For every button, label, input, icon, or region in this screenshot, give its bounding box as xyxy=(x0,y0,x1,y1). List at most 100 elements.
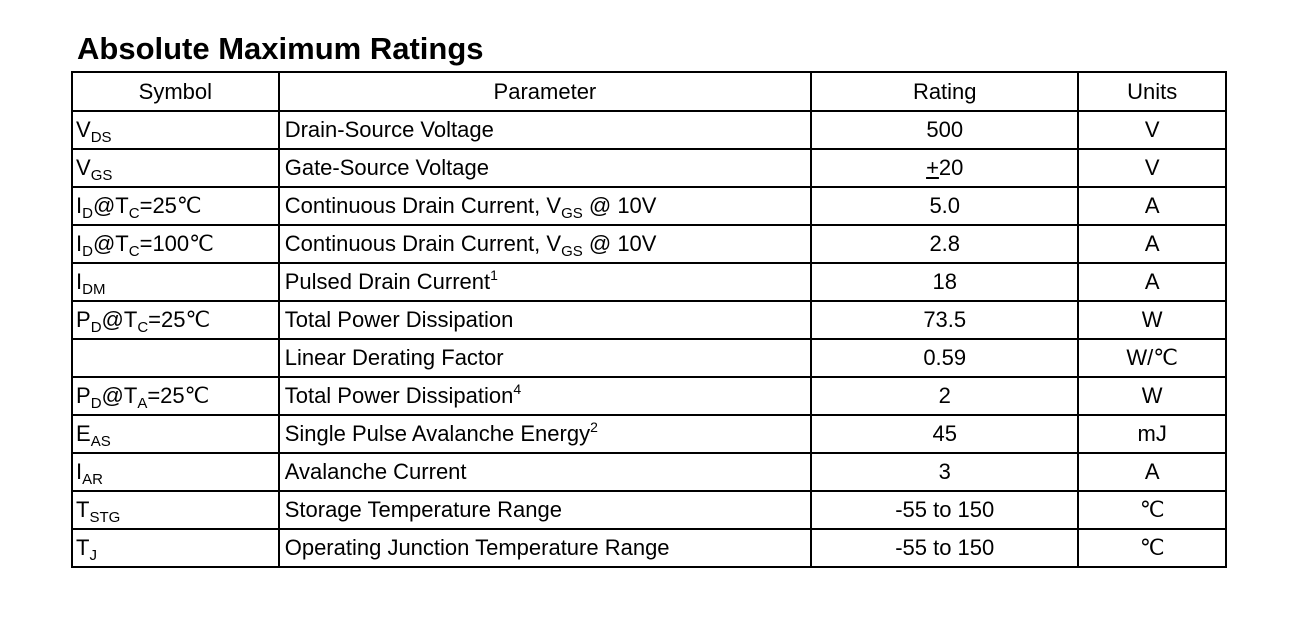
table-row: IAR Avalanche Current 3 A xyxy=(71,452,1227,492)
subscript: STG xyxy=(89,509,121,526)
cell-text: ℃ xyxy=(1139,535,1165,560)
table-row: PD@TA=25℃ Total Power Dissipation4 2 W xyxy=(71,376,1227,416)
cell-text: Continuous Drain Current, V xyxy=(284,193,562,218)
cell-text: A xyxy=(1144,193,1160,218)
subscript: C xyxy=(137,319,149,336)
ratings-table: Symbol Parameter Rating Units VDS Drain-Sour… xyxy=(71,71,1227,568)
cell-text: E xyxy=(76,421,91,446)
cell-text: -55 to 150 xyxy=(895,497,995,522)
cell-text: V xyxy=(1144,155,1160,180)
table-cell: W xyxy=(1077,300,1227,340)
table-row: IDM Pulsed Drain Current1 18 A xyxy=(71,262,1227,302)
table-cell: Linear Derating Factor xyxy=(277,338,813,378)
table-cell: Avalanche Current xyxy=(277,452,813,492)
table-cell: Single Pulse Avalanche Energy2 xyxy=(277,414,813,454)
table-cell: +20 xyxy=(810,148,1080,188)
table-cell: VGS xyxy=(71,148,280,188)
table-cell: Continuous Drain Current, VGS @ 10V xyxy=(277,186,813,226)
cell-text: Gate-Source Voltage xyxy=(284,155,489,180)
table-cell: Total Power Dissipation4 xyxy=(277,376,813,416)
column-header: Symbol xyxy=(71,71,280,112)
table-cell: IAR xyxy=(71,452,280,492)
column-header: Parameter xyxy=(277,71,813,112)
superscript: 4 xyxy=(513,381,522,397)
cell-text: 2 xyxy=(938,383,951,408)
cell-text: =25℃ xyxy=(148,307,211,332)
cell-text: Linear Derating Factor xyxy=(284,345,504,370)
table-cell: Pulsed Drain Current1 xyxy=(277,262,813,302)
cell-text: 73.5 xyxy=(923,307,967,332)
cell-text: V xyxy=(76,117,91,142)
cell-text: 18 xyxy=(932,269,957,294)
superscript: 1 xyxy=(490,267,498,283)
cell-text: Operating Junction Temperature Range xyxy=(284,535,670,560)
subscript: A xyxy=(137,395,148,412)
table-row: ID@TC=100℃ Continuous Drain Current, VGS … xyxy=(71,224,1227,264)
cell-text: I xyxy=(76,231,83,256)
table-cell: A xyxy=(1077,224,1227,264)
subscript: AS xyxy=(90,433,111,450)
table-cell: PD@TA=25℃ xyxy=(71,376,280,416)
table-cell: 73.5 xyxy=(810,300,1080,340)
cell-text: Avalanche Current xyxy=(284,459,467,484)
cell-text: @ 10V xyxy=(582,231,657,256)
table-cell: -55 to 150 xyxy=(810,528,1080,568)
table-row: EAS Single Pulse Avalanche Energy2 45 mJ xyxy=(71,414,1227,454)
table-cell: W/℃ xyxy=(1077,338,1227,378)
column-header: Units xyxy=(1077,71,1227,112)
table-cell: Gate-Source Voltage xyxy=(277,148,813,188)
subscript: D xyxy=(90,319,102,336)
table-row: Linear Derating Factor 0.59 W/℃ xyxy=(71,338,1227,378)
table-cell xyxy=(71,338,280,378)
cell-text: Continuous Drain Current, V xyxy=(284,231,562,256)
table-row: VDS Drain-Source Voltage 500 V xyxy=(71,110,1227,150)
cell-text: 45 xyxy=(932,421,957,446)
subscript: J xyxy=(89,547,97,564)
cell-text: ℃ xyxy=(1139,497,1165,522)
table-cell: mJ xyxy=(1077,414,1227,454)
subscript: GS xyxy=(561,243,583,260)
table-cell: IDM xyxy=(71,262,280,302)
subscript: DS xyxy=(90,129,112,146)
table-cell: 45 xyxy=(810,414,1080,454)
cell-text: Storage Temperature Range xyxy=(284,497,562,522)
subscript: DM xyxy=(82,281,106,298)
subscript: GS xyxy=(90,167,113,184)
cell-text: Pulsed Drain Current xyxy=(284,269,491,294)
table-row: TJ Operating Junction Temperature Range -5… xyxy=(71,528,1227,568)
cell-text: W xyxy=(1141,307,1163,332)
table-row: VGS Gate-Source Voltage +20 V xyxy=(71,148,1227,188)
cell-text: T xyxy=(76,497,90,522)
table-body: VDS Drain-Source Voltage 500 V VGS Gate-Sourc… xyxy=(71,110,1227,568)
cell-text: @ 10V xyxy=(582,193,657,218)
table-cell: 2 xyxy=(810,376,1080,416)
table-cell: TJ xyxy=(71,528,280,568)
table-cell: Storage Temperature Range xyxy=(277,490,813,530)
table-cell: 2.8 xyxy=(810,224,1080,264)
cell-text: A xyxy=(1144,231,1160,256)
cell-text: Total Power Dissipation xyxy=(284,307,514,332)
table-cell: W xyxy=(1077,376,1227,416)
table-cell: A xyxy=(1077,186,1227,226)
table-row: PD@TC=25℃ Total Power Dissipation 73.5 W xyxy=(71,300,1227,340)
table-cell: A xyxy=(1077,452,1227,492)
table-cell: ℃ xyxy=(1077,490,1227,530)
table-cell: Drain-Source Voltage xyxy=(277,110,813,150)
table-cell: 0.59 xyxy=(810,338,1080,378)
column-header: Rating xyxy=(810,71,1080,112)
table-cell: A xyxy=(1077,262,1227,302)
underlined-text: + xyxy=(926,155,939,180)
cell-text: @T xyxy=(92,231,129,256)
cell-text: 3 xyxy=(938,459,951,484)
table-cell: Total Power Dissipation xyxy=(277,300,813,340)
cell-text: A xyxy=(1144,269,1160,294)
subscript: C xyxy=(128,243,140,260)
cell-text: @T xyxy=(92,193,129,218)
cell-text: =25℃ xyxy=(139,193,202,218)
cell-text: V xyxy=(1144,117,1160,142)
subscript: D xyxy=(82,205,93,222)
cell-text: I xyxy=(76,193,83,218)
cell-text: =100℃ xyxy=(139,231,214,256)
cell-text: W xyxy=(1141,383,1163,408)
